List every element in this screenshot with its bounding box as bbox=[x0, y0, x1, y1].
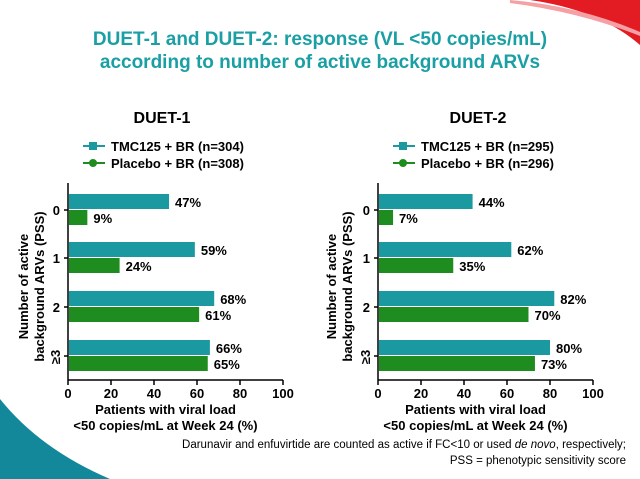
x-axis-label-line-2: <50 copies/mL at Week 24 (%) bbox=[383, 418, 567, 433]
category-label-1: 1 bbox=[53, 251, 60, 266]
x-tick-label-40: 40 bbox=[457, 386, 471, 401]
category-label-1: 1 bbox=[363, 251, 370, 266]
title-line-1: DUET-1 and DUET-2: response (VL <50 copi… bbox=[92, 29, 548, 50]
y-axis-label-line-2: background ARVs (PSS) bbox=[32, 211, 47, 361]
data-label-placebo-pss-gte3: 73% bbox=[541, 357, 567, 372]
legend-marker-square bbox=[89, 142, 97, 150]
chart-duet-1: DUET-1 TMC125 + BR (n=304) Placebo + BR (n… bbox=[16, 110, 294, 433]
footnote-line-1-a: Darunavir and enfuvirtide are counted as… bbox=[182, 439, 515, 451]
bar-placebo-pss-0 bbox=[69, 210, 88, 225]
legend-marker-circle bbox=[399, 159, 407, 167]
x-tick-label-20: 20 bbox=[414, 386, 428, 401]
bar-tmc125-pss-2 bbox=[379, 291, 555, 306]
data-label-placebo-pss-1: 24% bbox=[126, 259, 152, 274]
data-label-tmc125-pss-0: 47% bbox=[175, 195, 201, 210]
bar-placebo-pss-gte3 bbox=[69, 356, 208, 371]
footnote-line-2: PSS = phenotypic sensitivity score bbox=[449, 455, 626, 467]
category-label-2: 2 bbox=[53, 300, 60, 315]
data-label-tmc125-pss-1: 59% bbox=[201, 243, 227, 258]
bar-tmc125-pss-0 bbox=[379, 194, 473, 209]
legend-label-placebo: Placebo + BR (n=296) bbox=[421, 156, 554, 171]
x-axis-label-line-1: Patients with viral load bbox=[405, 402, 546, 417]
data-label-tmc125-pss-1: 62% bbox=[517, 243, 543, 258]
x-tick-label-20: 20 bbox=[104, 386, 118, 401]
x-axis-label-line-2: <50 copies/mL at Week 24 (%) bbox=[73, 418, 257, 433]
slide-title: DUET-1 and DUET-2: response (VL <50 copi… bbox=[20, 28, 620, 74]
corner-decoration-red bbox=[510, 0, 640, 45]
footnote: Darunavir and enfuvirtide are counted as… bbox=[182, 437, 626, 469]
chart-title: DUET-2 bbox=[450, 110, 507, 127]
bar-placebo-pss-2 bbox=[69, 307, 200, 322]
footnote-line-1: Darunavir and enfuvirtide are counted as… bbox=[182, 437, 626, 453]
legend-marker-circle bbox=[89, 159, 97, 167]
data-label-placebo-pss-0: 7% bbox=[399, 211, 418, 226]
x-tick-label-60: 60 bbox=[190, 386, 204, 401]
x-tick-label-0: 0 bbox=[64, 386, 71, 401]
data-label-tmc125-pss-2: 68% bbox=[220, 292, 246, 307]
category-label-2: 2 bbox=[363, 300, 370, 315]
x-tick-label-80: 80 bbox=[233, 386, 247, 401]
footnote-line-1-b: , respectively; bbox=[555, 439, 626, 451]
category-label-gte3: ≥3 bbox=[358, 350, 373, 364]
bar-tmc125-pss-0 bbox=[69, 194, 170, 209]
category-label-0: 0 bbox=[363, 203, 370, 218]
y-axis-label-line-1: Number of active bbox=[324, 234, 339, 339]
data-label-tmc125-pss-gte3: 80% bbox=[556, 341, 582, 356]
chart-title: DUET-1 bbox=[134, 110, 191, 127]
data-label-placebo-pss-1: 35% bbox=[459, 259, 485, 274]
bar-tmc125-pss-1 bbox=[379, 242, 512, 257]
y-axis-label-line-1: Number of active bbox=[16, 234, 31, 339]
data-label-tmc125-pss-0: 44% bbox=[479, 195, 505, 210]
bar-placebo-pss-1 bbox=[69, 258, 120, 273]
legend-marker-square bbox=[399, 142, 407, 150]
x-tick-label-40: 40 bbox=[147, 386, 161, 401]
bar-tmc125-pss-gte3 bbox=[379, 340, 550, 355]
legend-label-tmc125: TMC125 + BR (n=295) bbox=[421, 139, 554, 154]
legend-label-tmc125: TMC125 + BR (n=304) bbox=[111, 139, 244, 154]
bar-placebo-pss-1 bbox=[379, 258, 454, 273]
category-label-gte3: ≥3 bbox=[48, 350, 63, 364]
category-label-0: 0 bbox=[53, 203, 60, 218]
data-label-tmc125-pss-gte3: 66% bbox=[216, 341, 242, 356]
x-tick-label-0: 0 bbox=[374, 386, 381, 401]
corner-decoration-teal bbox=[0, 399, 110, 479]
bar-tmc125-pss-1 bbox=[69, 242, 195, 257]
footnote-italic-text: de novo bbox=[514, 439, 556, 451]
bar-placebo-pss-2 bbox=[379, 307, 529, 322]
x-axis-label-line-1: Patients with viral load bbox=[95, 402, 236, 417]
data-label-placebo-pss-2: 61% bbox=[205, 308, 231, 323]
bar-placebo-pss-0 bbox=[379, 210, 394, 225]
x-tick-label-100: 100 bbox=[582, 386, 604, 401]
data-label-tmc125-pss-2: 82% bbox=[560, 292, 586, 307]
x-tick-label-80: 80 bbox=[543, 386, 557, 401]
data-label-placebo-pss-2: 70% bbox=[535, 308, 561, 323]
bar-tmc125-pss-gte3 bbox=[69, 340, 210, 355]
x-tick-label-60: 60 bbox=[500, 386, 514, 401]
title-line-2: according to number of active background… bbox=[99, 52, 541, 73]
legend-label-placebo: Placebo + BR (n=308) bbox=[111, 156, 244, 171]
y-axis-label-line-2: background ARVs (PSS) bbox=[340, 211, 355, 361]
data-label-placebo-pss-gte3: 65% bbox=[214, 357, 240, 372]
chart-duet-2: DUET-2 TMC125 + BR (n=295) Placebo + BR (n… bbox=[324, 110, 604, 433]
bar-placebo-pss-gte3 bbox=[379, 356, 535, 371]
data-label-placebo-pss-0: 9% bbox=[93, 211, 112, 226]
bar-tmc125-pss-2 bbox=[69, 291, 215, 306]
x-tick-label-100: 100 bbox=[272, 386, 294, 401]
